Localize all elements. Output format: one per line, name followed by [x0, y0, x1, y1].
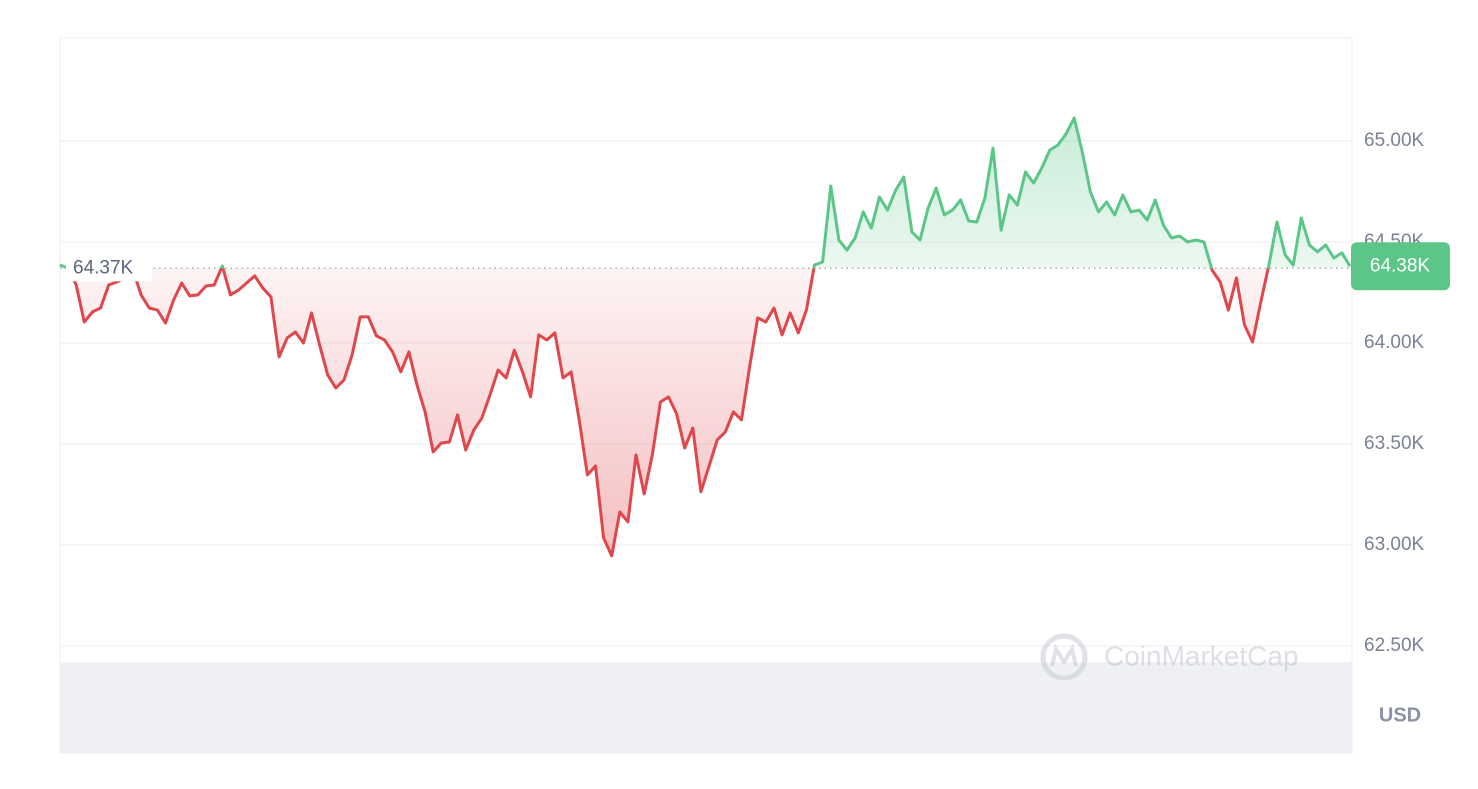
watermark-logo-m [1050, 643, 1078, 667]
y-tick-label: 65.00K [1364, 130, 1425, 151]
watermark-logo [1040, 633, 1088, 681]
y-tick-label: 63.00K [1364, 534, 1425, 555]
current-price-label: 64.38K [1370, 255, 1431, 276]
watermark-text: CoinMarketCap [1104, 640, 1299, 671]
area [60, 118, 1350, 556]
y-tick-label: 62.50K [1364, 635, 1425, 656]
y-tick-label: 64.00K [1364, 332, 1425, 353]
watermark: CoinMarketCap [1040, 633, 1299, 681]
volume-area [60, 662, 1352, 753]
reference-label: 64.37K [73, 257, 134, 278]
current-price-badge [1351, 242, 1450, 291]
currency-label: USD [1379, 704, 1421, 726]
y-tick-label: 63.50K [1364, 433, 1425, 454]
plot [59, 116, 1352, 558]
reference-label-bg [66, 255, 152, 282]
price-line [59, 116, 1352, 558]
